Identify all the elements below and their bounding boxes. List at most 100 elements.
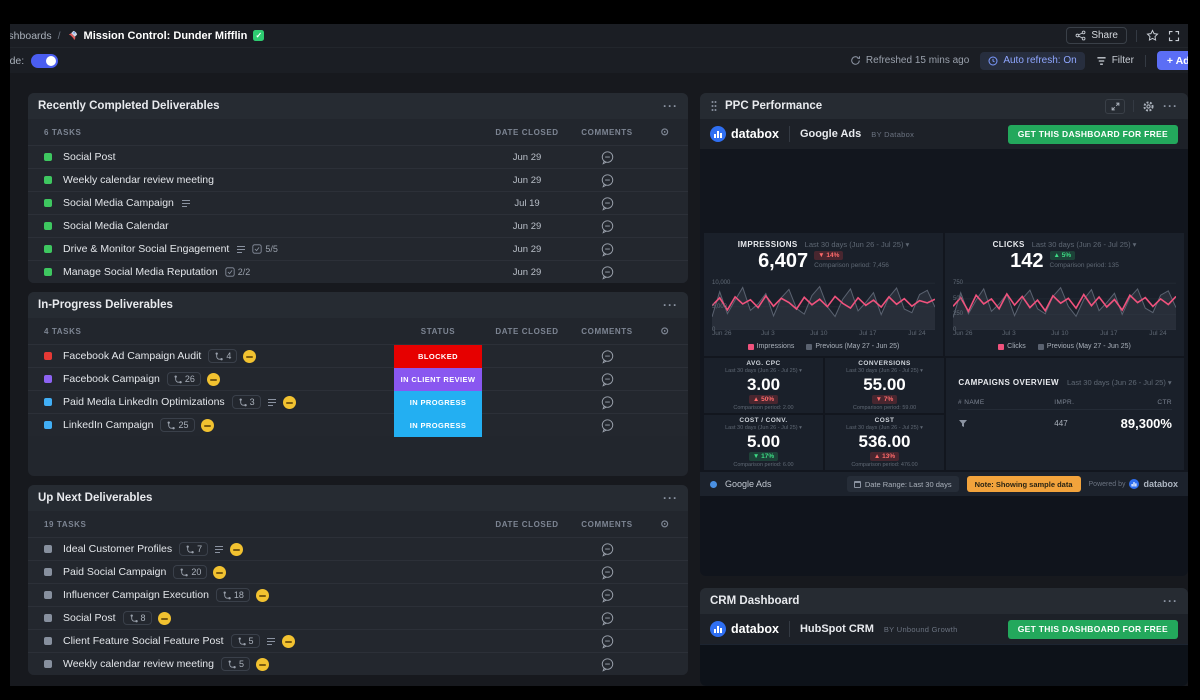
drag-handle-icon[interactable] [710,100,718,112]
task-row[interactable]: Facebook Ad Campaign Audit 4 BLOCKED [28,344,688,368]
task-name[interactable]: Social Media Campaign [63,197,174,209]
column-comments[interactable]: COMMENTS [581,326,633,336]
comment-icon[interactable] [600,657,615,672]
comment-icon[interactable] [600,418,615,433]
kpi-period-selector[interactable]: Last 30 days (Jun 26 - Jul 25) ▾ [804,240,910,249]
comment-icon[interactable] [600,173,615,188]
comment-icon[interactable] [600,588,615,603]
task-row[interactable]: Facebook Campaign 26 IN CLIENT REVIEW [28,367,688,391]
comment-icon[interactable] [600,349,615,364]
refreshed-status[interactable]: Refreshed 15 mins ago [850,55,969,66]
task-row[interactable]: Social Media Calendar Jun 29 [28,214,688,237]
comment-icon[interactable] [600,265,615,280]
legend-item[interactable]: Clicks [998,343,1026,350]
task-name[interactable]: Client Feature Social Feature Post [63,635,224,647]
task-name[interactable]: Facebook Ad Campaign Audit [63,350,202,362]
kpi-period-selector[interactable]: Last 30 days (Jun 26 - Jul 25) ▾ [1031,240,1137,249]
task-name[interactable]: Social Media Calendar [63,220,169,232]
column-settings-icon[interactable]: ⊙ [660,518,670,530]
column-comments[interactable]: COMMENTS [581,519,633,529]
panel-header[interactable]: In-Progress Deliverables ··· [28,292,688,318]
comment-icon[interactable] [600,219,615,234]
auto-refresh-pill[interactable]: Auto refresh: On [980,51,1085,70]
column-comments[interactable]: COMMENTS [581,127,633,137]
column-settings-icon[interactable]: ⊙ [660,325,670,337]
breadcrumb-root[interactable]: Dashboards [10,29,52,42]
campaigns-period[interactable]: Last 30 days (Jun 26 - Jul 25) ▾ [1067,378,1172,387]
task-row[interactable]: Paid Social Campaign 20 [28,560,688,583]
filter-button[interactable]: Filter [1096,55,1134,66]
task-row[interactable]: Social Media Campaign Jul 19 [28,191,688,214]
favorite-star-icon[interactable] [1146,29,1159,42]
task-row[interactable]: LinkedIn Campaign 25 IN PROGRESS [28,413,688,437]
panel-menu-icon[interactable]: ··· [663,491,678,505]
panel-menu-icon[interactable]: ··· [1163,594,1178,608]
task-name[interactable]: Drive & Monitor Social Engagement [63,243,230,255]
task-row[interactable]: Manage Social Media Reputation 2/2 Jun 29 [28,260,688,283]
column-date-closed[interactable]: DATE CLOSED [495,519,559,529]
edit-mode-toggle[interactable] [31,53,59,68]
expand-widget-icon[interactable] [1105,98,1125,114]
breadcrumb[interactable]: Dashboards / Mission Control: Dunder Mif… [10,29,265,42]
metric-period[interactable]: Last 30 days (Jun 26 - Jul 25) ▾ [725,367,802,374]
get-dashboard-button[interactable]: GET THIS DASHBOARD FOR FREE [1007,124,1178,144]
metric-period[interactable]: Last 30 days (Jun 26 - Jul 25) ▾ [846,424,923,431]
comment-icon[interactable] [600,150,615,165]
task-name[interactable]: Social Post [63,151,116,163]
column-status[interactable]: STATUS [420,326,456,336]
comment-icon[interactable] [600,196,615,211]
comment-icon[interactable] [600,634,615,649]
task-row[interactable]: Drive & Monitor Social Engagement 5/5 Jun … [28,237,688,260]
column-date-closed[interactable]: DATE CLOSED [495,127,559,137]
get-dashboard-button[interactable]: GET THIS DASHBOARD FOR FREE [1007,619,1178,639]
task-name[interactable]: Paid Media LinkedIn Optimizations [63,396,225,408]
metric-period[interactable]: Last 30 days (Jun 26 - Jul 25) ▾ [846,367,923,374]
metric-period[interactable]: Last 30 days (Jun 26 - Jul 25) ▾ [725,424,802,431]
comment-icon[interactable] [600,372,615,387]
add-button[interactable]: + Add [1156,51,1188,70]
gear-icon[interactable] [1142,100,1155,113]
task-row[interactable]: Social Post Jun 29 [28,145,688,168]
comment-icon[interactable] [600,395,615,410]
task-name[interactable]: Weekly calendar review meeting [63,174,214,186]
status-badge[interactable]: BLOCKED [394,344,482,368]
panel-menu-icon[interactable]: ··· [663,99,678,113]
share-button[interactable]: Share [1066,27,1127,44]
task-name[interactable]: Influencer Campaign Execution [63,589,209,601]
powered-by[interactable]: Powered by databox [1089,479,1178,489]
status-badge[interactable]: IN CLIENT REVIEW [394,367,482,391]
column-settings-icon[interactable]: ⊙ [660,126,670,138]
legend-item[interactable]: Impressions [747,343,794,350]
panel-header[interactable]: CRM Dashboard ··· [700,588,1188,614]
panel-menu-icon[interactable]: ··· [663,298,678,312]
campaign-row[interactable]: 447 89,300% [958,416,1172,431]
comment-icon[interactable] [600,542,615,557]
panel-header[interactable]: Recently Completed Deliverables ··· [28,93,688,119]
task-name[interactable]: Ideal Customer Profiles [63,543,173,555]
status-badge[interactable]: IN PROGRESS [394,390,482,414]
task-name[interactable]: LinkedIn Campaign [63,419,154,431]
task-name[interactable]: Weekly calendar review meeting [63,658,214,670]
task-row[interactable]: Social Post 8 [28,606,688,629]
task-row[interactable]: Weekly calendar review meeting Jun 29 [28,168,688,191]
panel-header[interactable]: Up Next Deliverables ··· [28,485,688,511]
task-name[interactable]: Manage Social Media Reputation [63,266,218,278]
comment-icon[interactable] [600,242,615,257]
legend-item[interactable]: Previous (May 27 - Jun 25) [1037,343,1131,350]
task-row[interactable]: Ideal Customer Profiles 7 [28,537,688,560]
task-name[interactable]: Paid Social Campaign [63,566,167,578]
task-row[interactable]: Influencer Campaign Execution 18 [28,583,688,606]
task-row[interactable]: Paid Media LinkedIn Optimizations 3 IN PRO… [28,390,688,414]
task-name[interactable]: Facebook Campaign [63,373,160,385]
fullscreen-icon[interactable] [1168,30,1180,42]
task-name[interactable]: Social Post [63,612,116,624]
panel-header[interactable]: PPC Performance ··· [700,93,1188,119]
date-range-pill[interactable]: Date Range: Last 30 days [846,476,959,492]
comment-icon[interactable] [600,565,615,580]
column-date-closed[interactable]: DATE CLOSED [495,326,559,336]
panel-menu-icon[interactable]: ··· [1163,99,1178,113]
comment-icon[interactable] [600,611,615,626]
task-row[interactable]: Weekly calendar review meeting 5 [28,652,688,675]
task-row[interactable]: Client Feature Social Feature Post 5 [28,629,688,652]
legend-item[interactable]: Previous (May 27 - Jun 25) [806,343,899,350]
